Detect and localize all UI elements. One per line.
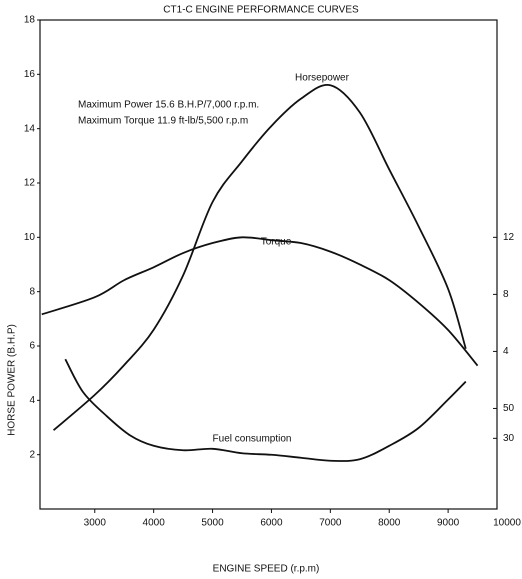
x-tick-label: 7000 [319,518,342,529]
x-tick-label: 6000 [260,518,283,529]
x-tick-label: 3000 [84,518,107,529]
y-axis-label: HORSE POWER (B.H.P) [7,324,18,436]
y-tick-label: 18 [24,15,36,26]
line [64,358,467,462]
y-tick-label: 14 [24,123,36,134]
y2-tick-label: 4 [503,346,509,357]
line [41,236,479,367]
x-tick-label: 8000 [378,518,401,529]
y-tick-label: 8 [29,286,35,297]
series-label: Fuel consumption [213,434,292,445]
y-tick-label: 12 [24,178,36,189]
x-tick-label: 5000 [201,518,224,529]
chart-title: CT1-C ENGINE PERFORMANCE CURVES [163,5,359,16]
y-tick-label: 16 [24,69,36,80]
y-tick-label: 2 [29,449,35,460]
y2-tick-label: 12 [503,232,515,243]
y2-tick-label: 8 [503,289,509,300]
y-tick-label: 4 [29,395,35,406]
x-tick-label: 9000 [437,518,460,529]
x-tick-label: 10000 [493,518,521,529]
line [52,83,467,431]
y-tick-label: 10 [24,232,36,243]
x-tick-label: 4000 [143,518,166,529]
series-label: Horsepower [295,73,350,84]
x-axis-label: ENGINE SPEED (r.p.m) [213,564,320,575]
y2-tick-label: 50 [503,403,515,414]
annotation: Maximum Torque 11.9 ft-lb/5,500 r.p.m [78,116,248,127]
y2-tick-label: 30 [503,433,515,444]
y-tick-label: 6 [29,341,35,352]
series-label: Torque [261,237,292,248]
plot-frame [39,19,498,510]
annotation: Maximum Power 15.6 B.H.P/7,000 r.p.m. [78,100,259,111]
